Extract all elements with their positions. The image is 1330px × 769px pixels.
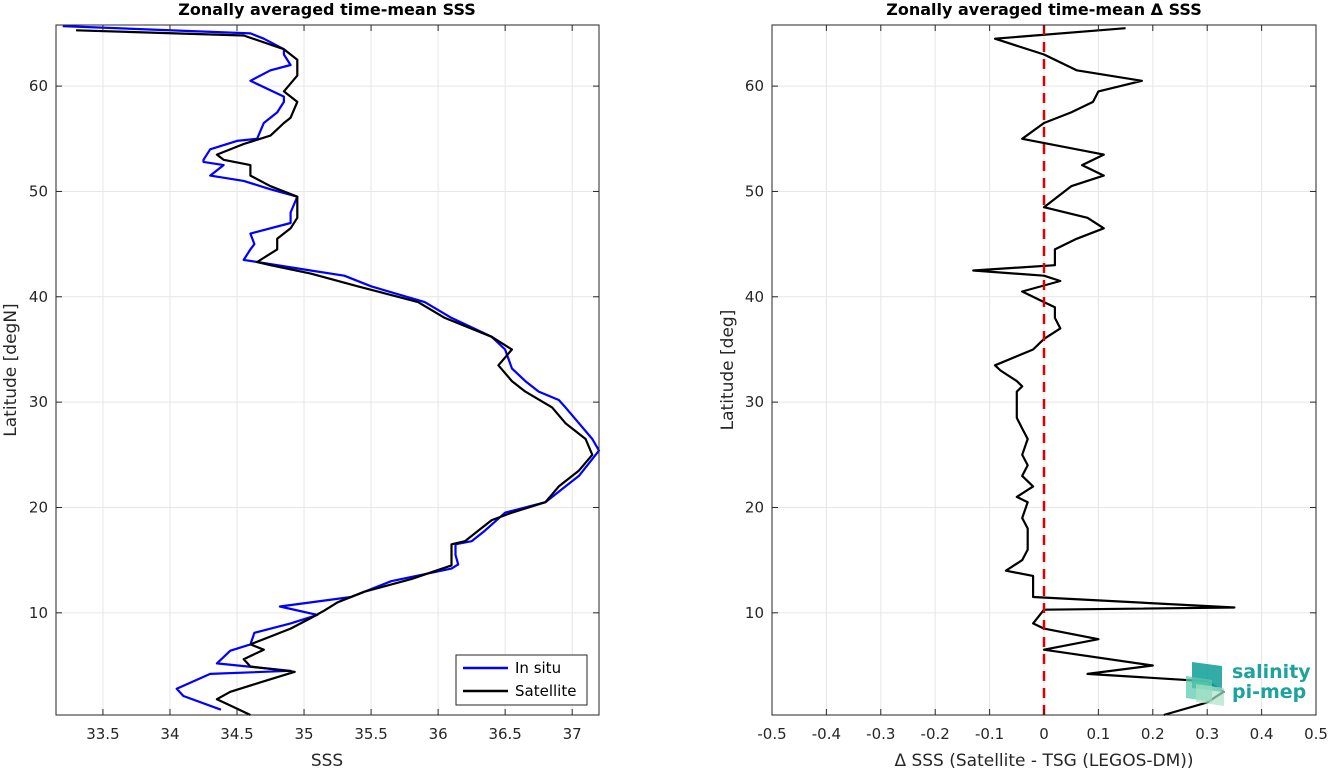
delta-x-tick-label: -0.4 (812, 725, 841, 743)
sss-grid (56, 25, 599, 715)
sss-ticks: 33.5 34 34.5 35 35.5 36 36.5 37 10 20 30 40 50 60 (29, 25, 599, 743)
delta-x-tick-label: 0.4 (1250, 725, 1274, 743)
delta-y-tick-label: 20 (745, 498, 764, 516)
sss-y-tick-label: 10 (29, 604, 48, 622)
sss-y-tick-label: 40 (29, 288, 48, 306)
legend-satellite-label: Satellite (515, 682, 576, 700)
sss-y-tick-label: 60 (29, 77, 48, 95)
logo-line1: salinity (1232, 661, 1311, 683)
delta-x-tick-label: -0.2 (921, 725, 950, 743)
sss-x-label: SSS (311, 751, 343, 769)
delta-x-tick-label: -0.1 (975, 725, 1004, 743)
sss-series-in-situ (62, 25, 601, 711)
delta-x-tick-label: -0.5 (757, 725, 786, 743)
logo-wave-icon (1186, 662, 1224, 706)
delta-y-label: Latitude [deg] (718, 310, 738, 431)
sss-y-tick-label: 30 (29, 393, 48, 411)
logo-line2: pi-mep (1232, 681, 1306, 703)
sss-series-satellite (76, 29, 594, 716)
delta-x-tick-label: 0.1 (1086, 725, 1110, 743)
delta-y-tick-label: 40 (745, 288, 764, 306)
delta-x-tick-label: 0.3 (1195, 725, 1219, 743)
delta-x-tick-label: 0.5 (1304, 725, 1328, 743)
sss-x-tick-label: 36.5 (488, 725, 521, 743)
delta-y-tick-label: 10 (745, 604, 764, 622)
sss-series (62, 25, 601, 716)
sss-x-tick-label: 33.5 (86, 725, 119, 743)
sss-x-tick-label: 37 (563, 725, 582, 743)
sss-y-tick-label: 20 (29, 498, 48, 516)
sss-x-tick-label: 34.5 (220, 725, 253, 743)
sss-y-tick-label: 50 (29, 182, 48, 200)
delta-title: Zonally averaged time-mean Δ SSS (886, 0, 1202, 19)
sss-x-tick-label: 34 (160, 725, 179, 743)
delta-y-tick-label: 60 (745, 77, 764, 95)
legend-box (455, 654, 588, 706)
sss-panel: 33.5 34 34.5 35 35.5 36 36.5 37 10 20 30 40 50 60 Zon… (1, 0, 601, 769)
delta-ticks: -0.5 -0.4 -0.3 -0.2 -0.1 0 0.1 0.2 0.3 0.4 0.5 10 20… (745, 25, 1328, 743)
sss-title: Zonally averaged time-mean SSS (178, 0, 476, 19)
legend-insitu-label: In situ (515, 659, 561, 677)
delta-y-tick-label: 30 (745, 393, 764, 411)
delta-series-delta (972, 27, 1236, 717)
delta-y-tick-label: 50 (745, 182, 764, 200)
sss-x-tick-label: 35 (294, 725, 313, 743)
delta-x-tick-label: 0 (1039, 725, 1049, 743)
sss-x-tick-label: 35.5 (354, 725, 387, 743)
legend: In situ Satellite (455, 654, 588, 706)
delta-sss-panel: -0.5 -0.4 -0.3 -0.2 -0.1 0 0.1 0.2 0.3 0.4 0.5 10 20… (718, 0, 1328, 769)
delta-series (972, 25, 1236, 717)
salinity-pi-mep-logo: salinity pi-mep (1186, 661, 1311, 706)
sss-axes-box (55, 24, 600, 716)
delta-x-tick-label: 0.2 (1141, 725, 1165, 743)
sss-x-tick-label: 36 (429, 725, 448, 743)
sss-plot-area (56, 25, 599, 715)
delta-x-tick-label: -0.3 (866, 725, 895, 743)
delta-x-label: Δ SSS (Satellite - TSG (LEGOS-DM)) (894, 751, 1193, 769)
sss-y-label: Latitude [degN] (1, 303, 21, 436)
